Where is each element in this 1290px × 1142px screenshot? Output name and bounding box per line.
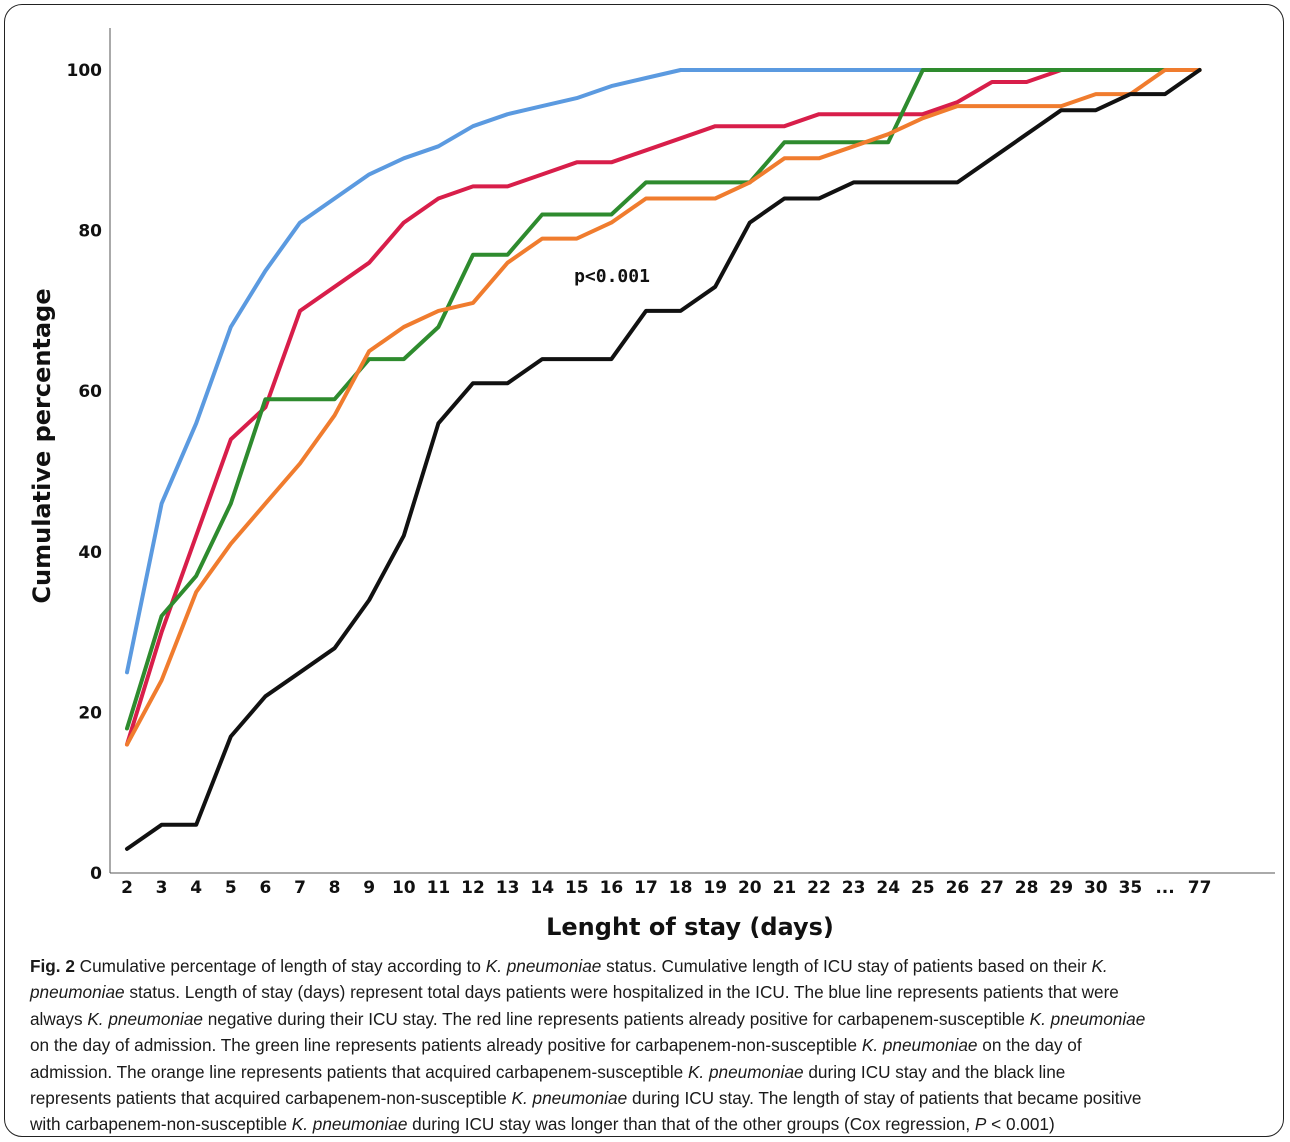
x-tick-label: 11 bbox=[427, 878, 451, 898]
x-tick-label: 26 bbox=[946, 878, 970, 898]
y-tick-label: 20 bbox=[78, 703, 102, 723]
caption-text: K. pneumoniae bbox=[87, 1008, 203, 1029]
x-tick-label: 18 bbox=[669, 878, 693, 898]
caption-text: K. bbox=[1091, 956, 1108, 976]
x-tick-label: 30 bbox=[1084, 878, 1108, 898]
x-tick-label: 23 bbox=[842, 878, 866, 898]
y-tick-label: 80 bbox=[78, 222, 102, 242]
y-tick-label: 60 bbox=[78, 382, 102, 402]
x-tick-label: 25 bbox=[911, 878, 935, 898]
series-line-black bbox=[125, 68, 1202, 851]
caption-text: during ICU stay and the black line bbox=[803, 1061, 1066, 1082]
caption-text: during ICU stay was longer than that of … bbox=[407, 1114, 975, 1135]
y-tick-label: 0 bbox=[90, 864, 102, 884]
series-line-green bbox=[125, 68, 1202, 731]
caption-body: Cumulative percentage of length of stay … bbox=[30, 956, 1145, 1134]
p-value-annotation: p<0.001 bbox=[574, 266, 650, 287]
x-axis-title: Lenght of stay (days) bbox=[546, 913, 834, 941]
caption-text: with carbapenem-non-susceptible bbox=[30, 1114, 292, 1135]
caption-text: K. pneumoniae bbox=[485, 956, 602, 976]
caption-text: on the day of admission. The green line … bbox=[30, 1035, 862, 1056]
x-tick-label: 20 bbox=[738, 878, 762, 898]
x-tick-label: 12 bbox=[461, 878, 485, 898]
x-tick-label: 5 bbox=[225, 878, 237, 898]
y-tick-label: 40 bbox=[78, 543, 102, 563]
x-tick-label: 19 bbox=[703, 878, 727, 898]
caption-text: K. pneumoniae bbox=[291, 1114, 408, 1135]
x-tick-label: 10 bbox=[392, 878, 416, 898]
figure-frame bbox=[4, 4, 1284, 1137]
x-tick-label: 27 bbox=[980, 878, 1004, 898]
caption-text: always bbox=[30, 1008, 88, 1029]
x-tick-label: 8 bbox=[329, 878, 341, 898]
x-tick-label: 35 bbox=[1119, 878, 1143, 898]
x-tick-label: 16 bbox=[600, 878, 624, 898]
caption-text: on the day of bbox=[977, 1035, 1082, 1056]
x-tick-label: 13 bbox=[496, 878, 520, 898]
caption-text: negative during their ICU stay. The red … bbox=[202, 1008, 1030, 1029]
x-tick-label: 22 bbox=[807, 878, 831, 898]
x-tick-label: 21 bbox=[773, 878, 797, 898]
x-tick-label: 14 bbox=[530, 878, 554, 898]
x-tick-label: 9 bbox=[363, 878, 375, 898]
series-line-red bbox=[125, 68, 1202, 747]
caption-text: K. pneumoniae bbox=[687, 1061, 804, 1082]
caption-text: during ICU stay. The length of stay of p… bbox=[627, 1088, 1142, 1109]
y-tick-label: 100 bbox=[67, 61, 103, 81]
caption-text: < 0.001) bbox=[986, 1114, 1055, 1135]
series-line-blue bbox=[125, 68, 1202, 675]
x-tick-label: 2 bbox=[121, 878, 133, 898]
y-axis-title: Cumulative percentage bbox=[28, 288, 56, 603]
caption-text: K. pneumoniae bbox=[861, 1035, 978, 1056]
x-tick-label: 3 bbox=[156, 878, 168, 898]
caption-text: represents patients that acquired carbap… bbox=[30, 1088, 512, 1109]
caption-text: P bbox=[974, 1114, 987, 1135]
caption-text: K. pneumoniae bbox=[1029, 1008, 1146, 1029]
caption-text: status. Length of stay (days) represent … bbox=[124, 982, 1119, 1003]
x-tick-label: 17 bbox=[634, 878, 658, 898]
x-tick-label: 28 bbox=[1015, 878, 1039, 898]
series-lines bbox=[125, 68, 1202, 851]
x-tick-label: ... bbox=[1155, 878, 1174, 898]
caption-text: admission. The orange line represents pa… bbox=[30, 1061, 688, 1082]
caption-text: pneumoniae bbox=[30, 982, 125, 1003]
x-tick-label: 29 bbox=[1049, 878, 1073, 898]
x-tick-label: 7 bbox=[294, 878, 306, 898]
figure-caption: Fig. 2 Cumulative percentage of length o… bbox=[30, 953, 1266, 1138]
chart-axes bbox=[109, 28, 1275, 874]
x-tick-labels: 2 3 4 5 6 7 8 9 10 11 12 13 14 15 16 17 18 19 20 21 22 23 24 25… bbox=[121, 878, 1211, 898]
figure-label: Fig. 2 bbox=[30, 956, 75, 976]
caption-text: status. Cumulative length of ICU stay of… bbox=[601, 956, 1092, 976]
caption-text: K. pneumoniae bbox=[511, 1088, 628, 1109]
caption-text: Cumulative percentage of length of stay … bbox=[74, 956, 486, 976]
x-tick-label: 77 bbox=[1188, 878, 1212, 898]
x-tick-label: 24 bbox=[876, 878, 900, 898]
y-tick-labels: 0 20 40 60 80 100 bbox=[67, 61, 103, 884]
x-tick-label: 4 bbox=[190, 878, 202, 898]
x-tick-label: 6 bbox=[259, 878, 271, 898]
series-line-orange bbox=[125, 68, 1202, 747]
x-tick-label: 15 bbox=[565, 878, 589, 898]
